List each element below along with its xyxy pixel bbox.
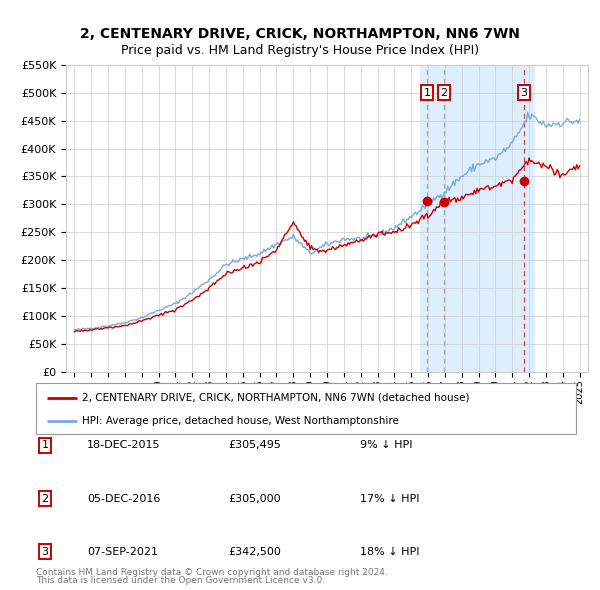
Text: 1: 1 [41, 441, 49, 450]
Text: Price paid vs. HM Land Registry's House Price Index (HPI): Price paid vs. HM Land Registry's House … [121, 44, 479, 57]
Text: 2, CENTENARY DRIVE, CRICK, NORTHAMPTON, NN6 7WN (detached house): 2, CENTENARY DRIVE, CRICK, NORTHAMPTON, … [82, 392, 469, 402]
Text: £305,495: £305,495 [228, 441, 281, 450]
Text: 17% ↓ HPI: 17% ↓ HPI [360, 494, 419, 503]
Text: 05-DEC-2016: 05-DEC-2016 [87, 494, 160, 503]
Text: £305,000: £305,000 [228, 494, 281, 503]
Text: 07-SEP-2021: 07-SEP-2021 [87, 547, 158, 556]
Text: 3: 3 [520, 88, 527, 98]
Bar [419, 65, 534, 372]
Text: 1: 1 [424, 88, 431, 98]
Text: 2, CENTENARY DRIVE, CRICK, NORTHAMPTON, NN6 7WN: 2, CENTENARY DRIVE, CRICK, NORTHAMPTON, … [80, 27, 520, 41]
Text: 18% ↓ HPI: 18% ↓ HPI [360, 547, 419, 556]
Text: 2: 2 [41, 494, 49, 503]
Text: 9% ↓ HPI: 9% ↓ HPI [360, 441, 413, 450]
Text: 2: 2 [440, 88, 447, 98]
Text: Contains HM Land Registry data © Crown copyright and database right 2024.: Contains HM Land Registry data © Crown c… [36, 568, 388, 577]
Text: HPI: Average price, detached house, West Northamptonshire: HPI: Average price, detached house, West… [82, 416, 399, 426]
Text: This data is licensed under the Open Government Licence v3.0.: This data is licensed under the Open Gov… [36, 576, 325, 585]
FancyBboxPatch shape [36, 384, 576, 434]
Text: 3: 3 [41, 547, 49, 556]
Text: £342,500: £342,500 [228, 547, 281, 556]
Text: 18-DEC-2015: 18-DEC-2015 [87, 441, 161, 450]
